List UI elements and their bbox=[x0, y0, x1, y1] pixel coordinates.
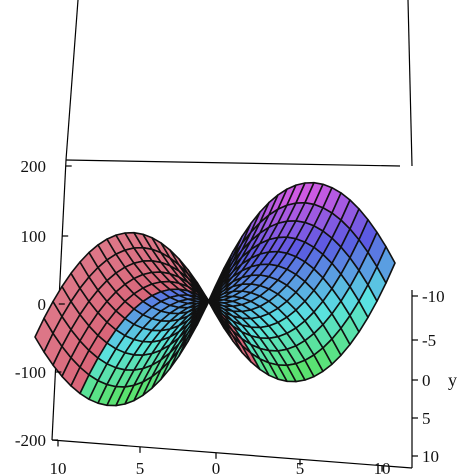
z-tick-label: 100 bbox=[21, 227, 47, 246]
axis-ticks bbox=[52, 165, 418, 472]
box-edge bbox=[65, 0, 79, 161]
z-tick-label: -200 bbox=[15, 431, 46, 450]
x-tick-label: 10 bbox=[374, 459, 391, 474]
x-tick-label: 0 bbox=[212, 459, 221, 474]
box-edge bbox=[407, 0, 413, 167]
x-tick-label: 5 bbox=[296, 459, 305, 474]
box-edge bbox=[51, 439, 413, 469]
bounding-box bbox=[51, 0, 413, 469]
x-tick-label: 10 bbox=[50, 459, 67, 474]
y-tick-label: -10 bbox=[422, 287, 445, 306]
y-tick-label: 0 bbox=[422, 371, 431, 390]
y-tick-label: -5 bbox=[422, 331, 436, 350]
x-tick-label: 5 bbox=[136, 459, 145, 474]
z-tick-label: 0 bbox=[38, 295, 47, 314]
y-axis-title: y bbox=[448, 370, 457, 390]
y-tick-label: 10 bbox=[422, 447, 439, 466]
axis-labels: 200 100 0 -100 -200 10 5 0 5 10 -10 -5 0 5 10 y bbox=[15, 157, 457, 474]
z-tick-label: 200 bbox=[21, 157, 47, 176]
y-tick-label: 5 bbox=[422, 409, 431, 428]
box-edge bbox=[65, 159, 401, 167]
surface-patch bbox=[376, 245, 396, 284]
z-tick-label: -100 bbox=[15, 363, 46, 382]
surface-mesh bbox=[34, 181, 396, 407]
